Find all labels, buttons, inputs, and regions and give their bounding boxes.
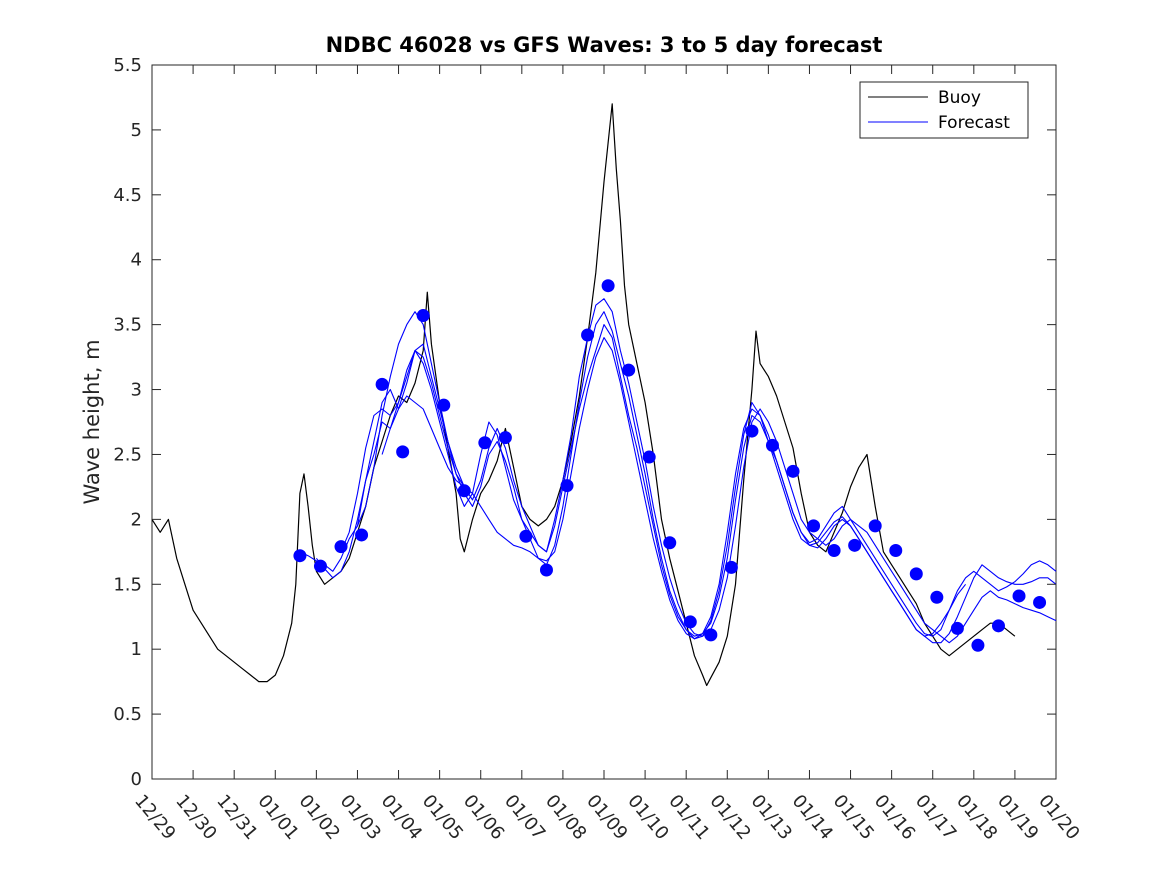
forecast-marker: [313, 559, 327, 573]
legend: Buoy Forecast: [859, 81, 1029, 139]
y-tick-label: 3: [131, 380, 142, 401]
forecast-marker: [848, 538, 862, 552]
y-tick-label: 4: [131, 250, 142, 271]
forecast-marker: [807, 519, 821, 533]
forecast-marker: [375, 377, 389, 391]
y-tick-label: 5.5: [113, 55, 142, 76]
forecast-marker: [601, 279, 615, 293]
forecast-marker: [622, 363, 636, 377]
y-tick-label: 2: [131, 509, 142, 530]
forecast-marker: [930, 590, 944, 604]
forecast-marker: [498, 431, 512, 445]
forecast-marker: [889, 544, 903, 558]
forecast-marker: [909, 567, 923, 581]
y-tick-label: 1: [131, 639, 142, 660]
forecast-marker: [581, 328, 595, 342]
forecast-marker: [683, 615, 697, 629]
forecast-marker: [704, 628, 718, 642]
chart-title: NDBC 46028 vs GFS Waves: 3 to 5 day fore…: [326, 33, 883, 57]
forecast-marker: [560, 479, 574, 493]
y-tick-label: 5: [131, 120, 142, 141]
forecast-marker: [950, 621, 964, 635]
forecast-marker: [334, 540, 348, 554]
y-tick-label: 3.5: [113, 315, 142, 336]
forecast-marker: [765, 438, 779, 452]
forecast-marker: [355, 528, 369, 542]
y-tick-label: 0.5: [113, 704, 142, 725]
buoy-line: [151, 103, 1016, 687]
forecast-marker: [745, 424, 759, 438]
y-tick-label: 1.5: [113, 574, 142, 595]
forecast-marker: [539, 563, 553, 577]
forecast-marker: [457, 484, 471, 498]
forecast-marker: [991, 619, 1005, 633]
forecast-marker: [827, 544, 841, 558]
forecast-marker: [1012, 589, 1026, 603]
forecast-marker: [293, 549, 307, 563]
plot-area: 00.511.522.533.544.555.5 12/2912/3012/31…: [113, 55, 1083, 844]
forecast-marker: [663, 536, 677, 550]
forecast-marker: [1033, 595, 1047, 609]
forecast-marker: [971, 638, 985, 652]
buoy-series: [151, 103, 1016, 687]
legend-forecast-label: Forecast: [938, 113, 1010, 133]
legend-buoy-label: Buoy: [938, 88, 981, 108]
forecast-line: [381, 337, 967, 640]
forecast-marker: [416, 309, 430, 323]
legend-box: [859, 81, 1029, 139]
forecast-marker: [437, 398, 451, 412]
forecast-marker: [478, 436, 492, 450]
forecast-marker: [519, 529, 533, 543]
axes-box: [151, 64, 1057, 780]
forecast-marker: [396, 445, 410, 459]
y-axis-ticks: 0 0.5 1 1.5 2 2.5 3 3.5 4 4.5 5 5.5: [113, 55, 1056, 790]
forecast-markers: [293, 279, 1047, 652]
forecast-line: [356, 324, 1057, 640]
y-tick-label: 2.5: [113, 444, 142, 465]
forecast-marker: [724, 560, 738, 574]
forecast-marker: [868, 519, 882, 533]
forecast-line: [299, 311, 465, 572]
y-tick-label: 0: [131, 769, 142, 790]
forecast-marker: [786, 464, 800, 478]
y-axis-label: Wave height, m: [80, 339, 104, 504]
forecast-marker: [642, 450, 656, 464]
y-tick-label: 4.5: [113, 185, 142, 206]
